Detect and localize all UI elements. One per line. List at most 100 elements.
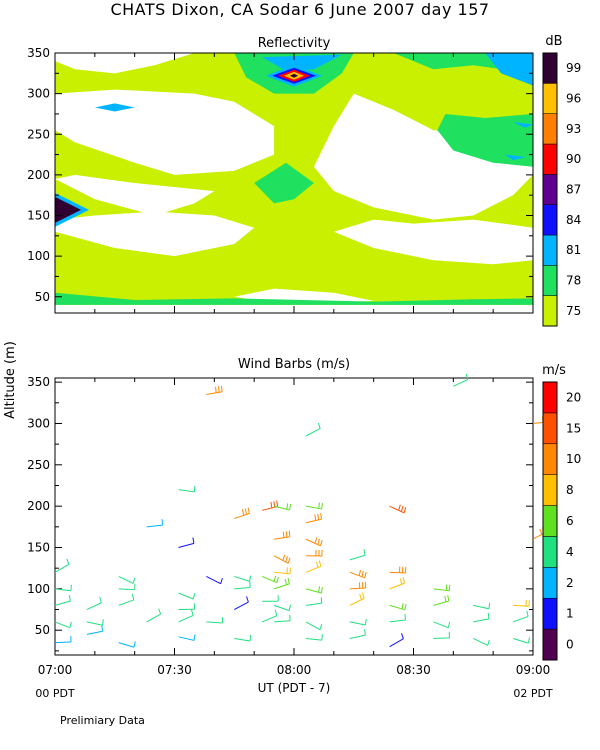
wind-barb-shaft xyxy=(86,621,103,626)
colorbar-swatch xyxy=(542,505,558,537)
wind-barb-flag xyxy=(285,556,288,563)
wind-barb xyxy=(473,638,490,646)
wind-barb-shaft xyxy=(512,615,529,623)
wind-barb-shaft xyxy=(349,634,366,639)
wind-barb-shaft xyxy=(473,604,490,610)
wind-barb-shaft xyxy=(305,637,322,641)
x-tick-label: 07:00 xyxy=(38,663,73,677)
wind-barb-shaft xyxy=(118,575,134,584)
y-tick-label: 300 xyxy=(27,87,50,101)
wind-barb xyxy=(389,577,406,590)
wind-barb xyxy=(118,575,136,584)
y-tick-label: 150 xyxy=(27,541,50,555)
colorbar-swatch xyxy=(542,412,558,445)
footnote: Prelimiary Data xyxy=(60,714,145,727)
wind-barb-flag xyxy=(527,637,531,644)
wind-barb xyxy=(274,614,291,623)
wind-barb-flag xyxy=(241,509,245,516)
wind-barb xyxy=(146,608,162,623)
wind-barb-flag xyxy=(447,621,451,628)
refl-peak-contour xyxy=(55,196,81,223)
wind-barb-flag xyxy=(276,576,279,583)
wind-barb-flag xyxy=(101,625,104,632)
wind-barb-shaft xyxy=(54,588,71,592)
wind-barb xyxy=(512,637,531,644)
x-sublabel-left: 00 PDT xyxy=(35,687,75,700)
refl-contour-78 xyxy=(55,292,533,305)
wind-barb-flag xyxy=(398,504,401,511)
wind-barb-flag xyxy=(247,507,250,514)
x-tick-label: 08:00 xyxy=(277,663,312,677)
colorbar-label: 90 xyxy=(566,152,581,166)
wind-barb-flag xyxy=(131,594,135,601)
refl-contour-81 xyxy=(94,103,135,112)
wind-barb-flag xyxy=(193,634,196,641)
wind-barb-shaft xyxy=(389,505,405,514)
wind-barb-flag xyxy=(320,513,323,520)
wind-barb-flag xyxy=(274,609,278,616)
wind-barb-flag xyxy=(488,602,491,609)
wind-barb xyxy=(234,596,249,610)
wind-barb-flag xyxy=(68,595,71,602)
colorbar-label: 1 xyxy=(566,607,574,621)
wind-barb-shaft xyxy=(453,379,469,387)
wind-barb-flag xyxy=(220,577,223,584)
x-sublabel-right: 02 PDT xyxy=(513,687,553,700)
wind-barb-flag xyxy=(193,485,196,492)
wind-barb xyxy=(261,609,278,623)
wind-barb-flag xyxy=(132,577,136,584)
wind-barb-shaft xyxy=(433,588,450,592)
wind-barb-flag xyxy=(318,502,320,509)
wind-barb xyxy=(389,613,406,623)
wind-barb-shaft xyxy=(305,588,322,594)
y-tick-label: 250 xyxy=(27,458,50,472)
x-tick-label: 08:30 xyxy=(396,663,431,677)
refl-contour-81 xyxy=(262,54,342,71)
wind-barb xyxy=(349,592,365,606)
wind-barb-flag xyxy=(320,587,323,594)
wind-barb-flag xyxy=(285,531,288,538)
y-tick-label: 350 xyxy=(27,46,50,60)
wind-barb-flag xyxy=(270,501,273,508)
wind-barb-flag xyxy=(317,538,320,545)
wind-barb xyxy=(433,595,450,606)
refl-clear-region xyxy=(313,93,533,220)
wind-barb xyxy=(234,507,250,520)
wind-barb-flag xyxy=(276,500,279,507)
refl-clear-region xyxy=(55,89,275,175)
wind-barb-shaft xyxy=(234,637,251,642)
wind-barb-shaft xyxy=(389,638,404,648)
colorbar-label: 99 xyxy=(566,61,581,75)
wind-barb-flag xyxy=(444,595,447,602)
colorbar-swatch xyxy=(542,536,558,568)
wind-barb xyxy=(513,600,530,607)
colorbar-label: 20 xyxy=(566,390,581,404)
wind-barb xyxy=(433,631,450,639)
wind-barb-flag xyxy=(99,596,102,603)
wind-barb-flag xyxy=(288,604,292,611)
wind-barb-shaft xyxy=(234,601,249,610)
y-tick-label: 100 xyxy=(27,582,50,596)
wind-barb-shaft xyxy=(86,630,103,635)
wind-barb xyxy=(473,602,491,610)
wind-barb-shaft xyxy=(54,641,72,644)
colorbar-swatch xyxy=(542,381,558,414)
wind-barb xyxy=(178,609,194,623)
y-tick-label: 50 xyxy=(35,290,50,304)
reflectivity-chart: 50 100 150 200 250 300 350 Reflectivity 75 78 81 84… xyxy=(27,34,581,327)
colorbar-unit: m/s xyxy=(542,363,566,378)
wind-barb-flag xyxy=(363,549,366,556)
wind-barb-flag xyxy=(487,612,490,619)
wind-barb xyxy=(305,422,321,437)
wind-barb-shaft xyxy=(178,614,194,623)
colorbar-swatch xyxy=(542,628,558,661)
wind-barb-flag xyxy=(318,586,321,593)
y-tick-label: 200 xyxy=(27,499,50,513)
wind-barb xyxy=(54,621,72,629)
wind-barb xyxy=(54,636,72,644)
wind-barb xyxy=(178,592,196,600)
wind-barb-flag xyxy=(286,503,289,510)
wind-barb-shaft xyxy=(54,563,70,573)
refl-contour-81 xyxy=(513,122,533,128)
wind-barb xyxy=(86,596,102,610)
